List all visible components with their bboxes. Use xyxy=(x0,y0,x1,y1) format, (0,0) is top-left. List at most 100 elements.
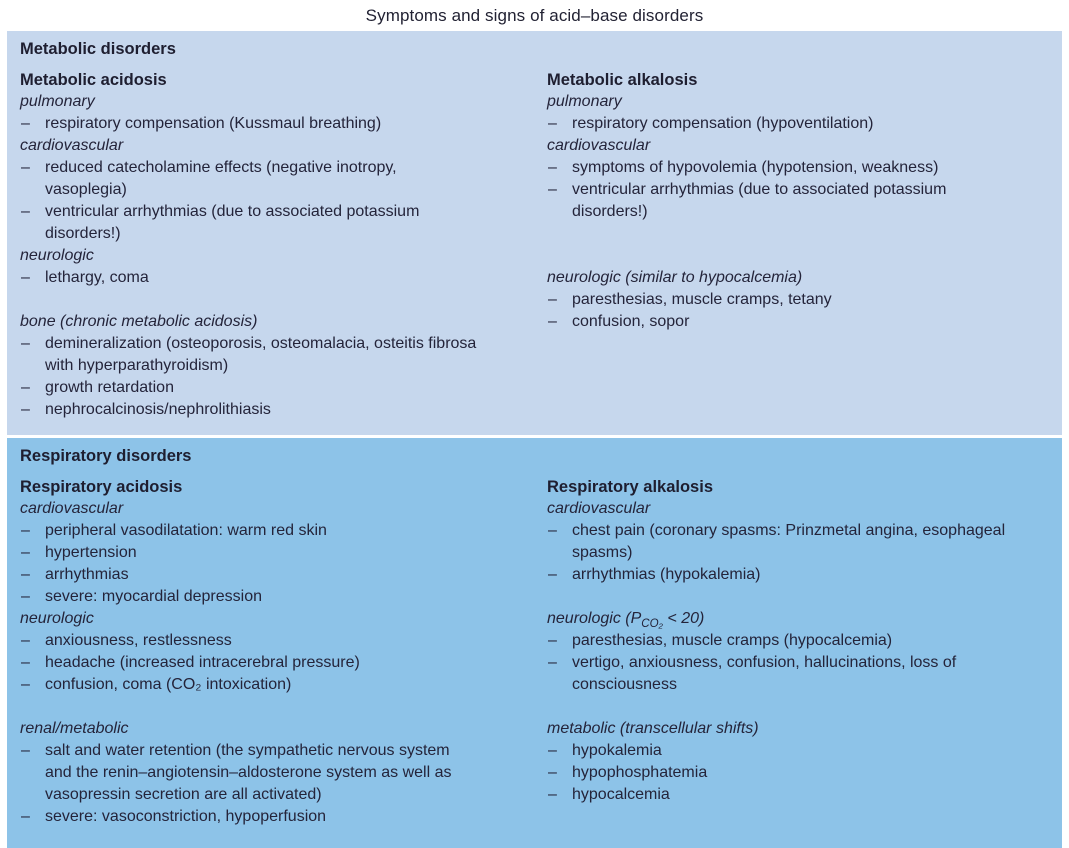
column: Respiratory acidosis cardiovascular – perip… xyxy=(20,476,480,828)
dash-bullet: – xyxy=(21,676,30,693)
group-label: pulmonary xyxy=(547,93,622,110)
item-text: hypertension xyxy=(45,544,137,561)
column-title: Metabolic acidosis xyxy=(20,71,167,89)
item-text: respiratory compensation (hypoventilatio… xyxy=(572,115,874,132)
column-title: Metabolic alkalosis xyxy=(547,71,698,89)
dash-bullet: – xyxy=(548,764,557,781)
list-item: – ventricular arrhythmias (due to associa… xyxy=(547,179,1007,223)
column-title: Respiratory alkalosis xyxy=(547,478,713,496)
item-text: lethargy, coma xyxy=(45,269,149,286)
list-item: – hypokalemia xyxy=(547,740,1007,762)
list-item: – chest pain (coronary spasms: Prinzmetal… xyxy=(547,520,1007,564)
group-label: bone (chronic metabolic acidosis) xyxy=(20,313,258,330)
dash-bullet: – xyxy=(21,159,30,176)
dash-bullet: – xyxy=(21,115,30,132)
column: Respiratory alkalosis cardiovascular – ches… xyxy=(547,476,1007,806)
list-item: – respiratory compensation (Kussmaul brea… xyxy=(20,113,480,135)
item-text: hypocalcemia xyxy=(572,786,670,803)
list-item: – reduced catecholamine effects (negative… xyxy=(20,157,480,201)
section-header: Respiratory disorders xyxy=(20,447,192,465)
item-text: severe: vasoconstriction, hypoperfusion xyxy=(45,808,327,825)
page-title: Symptoms and signs of acid–base disorder… xyxy=(365,6,704,25)
group-label: cardiovascular xyxy=(547,137,651,154)
list-item: – peripheral vasodilatation: warm red ski… xyxy=(20,520,480,542)
dash-bullet: – xyxy=(21,566,30,583)
item-text: paresthesias, muscle cramps, tetany xyxy=(572,291,832,308)
dash-bullet: – xyxy=(21,203,30,220)
item-text: ventricular arrhythmias (due to associat… xyxy=(572,181,947,220)
list-item: – headache (increased intracerebral press… xyxy=(20,652,480,674)
item-text: severe: myocardial depression xyxy=(45,588,262,605)
list-item: – paresthesias, muscle cramps, tetany xyxy=(547,289,1007,311)
dash-bullet: – xyxy=(548,632,557,649)
column-title: Respiratory acidosis xyxy=(20,478,183,496)
item-text: anxiousness, restlessness xyxy=(45,632,232,649)
item-text: chest pain (coronary spasms: Prinzmetal … xyxy=(572,522,1006,561)
column: Metabolic acidosis pulmonary – respiratory … xyxy=(20,69,480,421)
dash-bullet: – xyxy=(21,632,30,649)
item-text: symptoms of hypovolemia (hypotension, we… xyxy=(572,159,939,176)
section-panel-respiratory: Respiratory disorders Respiratory acidosi… xyxy=(7,438,1062,848)
item-text: reduced catecholamine effects (negative … xyxy=(45,159,397,198)
group-label: neurologic (PCO₂ < 20) xyxy=(547,610,705,631)
item-text: confusion, coma (CO₂ intoxication) xyxy=(45,676,292,693)
column: Metabolic alkalosis pulmonary – respiratory… xyxy=(547,69,1007,333)
section-panel-metabolic: Metabolic disorders Metabolic acidosis pul… xyxy=(7,31,1062,435)
section-header: Metabolic disorders xyxy=(20,40,176,58)
item-text: arrhythmias xyxy=(45,566,129,583)
list-item: – symptoms of hypovolemia (hypotension, w… xyxy=(547,157,1007,179)
list-item: – severe: myocardial depression xyxy=(20,586,480,608)
dash-bullet: – xyxy=(21,269,30,286)
item-text: salt and water retention (the sympatheti… xyxy=(45,742,452,803)
dash-bullet: – xyxy=(21,379,30,396)
item-text: respiratory compensation (Kussmaul breat… xyxy=(45,115,382,132)
list-item: – severe: vasoconstriction, hypoperfusion xyxy=(20,806,480,828)
dash-bullet: – xyxy=(21,335,30,352)
dash-bullet: – xyxy=(548,115,557,132)
item-text: demineralization (osteoporosis, osteomal… xyxy=(45,335,477,374)
dash-bullet: – xyxy=(21,544,30,561)
item-text: arrhythmias (hypokalemia) xyxy=(572,566,761,583)
group-label: pulmonary xyxy=(20,93,95,110)
dash-bullet: – xyxy=(21,588,30,605)
list-item: – hypertension xyxy=(20,542,480,564)
dash-bullet: – xyxy=(548,654,557,671)
dash-bullet: – xyxy=(21,808,30,825)
group-label: neurologic (similar to hypocalcemia) xyxy=(547,269,803,286)
item-text: nephrocalcinosis/nephrolithiasis xyxy=(45,401,271,418)
dash-bullet: – xyxy=(548,159,557,176)
list-item: – hypophosphatemia xyxy=(547,762,1007,784)
list-item: – arrhythmias xyxy=(20,564,480,586)
list-item: – ventricular arrhythmias (due to associa… xyxy=(20,201,480,245)
dash-bullet: – xyxy=(21,742,30,759)
list-item: – growth retardation xyxy=(20,377,480,399)
list-item: – paresthesias, muscle cramps (hypocalcem… xyxy=(547,630,1007,652)
list-item: – arrhythmias (hypokalemia) xyxy=(547,564,1007,586)
list-item: – lethargy, coma xyxy=(20,267,480,289)
item-text: vertigo, anxiousness, confusion, halluci… xyxy=(572,654,957,693)
list-item: – hypocalcemia xyxy=(547,784,1007,806)
item-text: growth retardation xyxy=(45,379,174,396)
item-text: peripheral vasodilatation: warm red skin xyxy=(45,522,327,539)
item-text: hypokalemia xyxy=(572,742,662,759)
item-text: hypophosphatemia xyxy=(572,764,708,781)
dash-bullet: – xyxy=(21,401,30,418)
list-item: – anxiousness, restlessness xyxy=(20,630,480,652)
list-item: – vertigo, anxiousness, confusion, halluc… xyxy=(547,652,1007,696)
dash-bullet: – xyxy=(548,786,557,803)
list-item: – nephrocalcinosis/nephrolithiasis xyxy=(20,399,480,421)
list-item: – respiratory compensation (hypoventilati… xyxy=(547,113,1007,135)
table-body: Metabolic disorders Metabolic acidosis pul… xyxy=(0,31,1069,848)
item-text: paresthesias, muscle cramps (hypocalcemi… xyxy=(572,632,893,649)
group-label: cardiovascular xyxy=(547,500,651,517)
group-label: renal/metabolic xyxy=(20,720,129,737)
dash-bullet: – xyxy=(548,742,557,759)
dash-bullet: – xyxy=(21,654,30,671)
section-columns: Metabolic acidosis pulmonary – respiratory … xyxy=(20,69,1047,421)
section-columns: Respiratory acidosis cardiovascular – perip… xyxy=(20,476,1047,828)
group-label: cardiovascular xyxy=(20,500,124,517)
group-label: metabolic (transcellular shifts) xyxy=(547,720,759,737)
item-text: ventricular arrhythmias (due to associat… xyxy=(45,203,420,242)
dash-bullet: – xyxy=(21,522,30,539)
list-item: – confusion, sopor xyxy=(547,311,1007,333)
